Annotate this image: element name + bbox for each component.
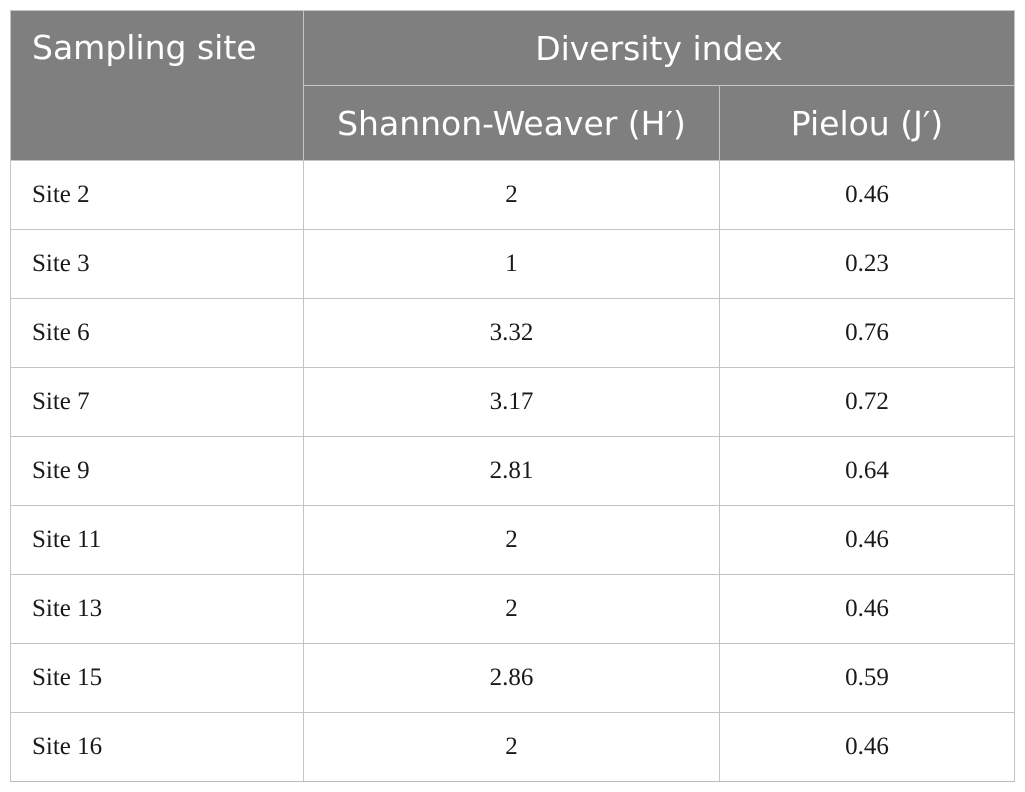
site-cell: Site 16 — [10, 712, 304, 782]
pielou-cell: 0.46 — [719, 574, 1015, 644]
shannon-cell: 2 — [303, 712, 720, 782]
site-cell: Site 7 — [10, 367, 304, 437]
table-row: Site 11 2 0.46 — [10, 505, 1015, 575]
shannon-cell: 2 — [303, 574, 720, 644]
table-row: Site 9 2.81 0.64 — [10, 436, 1015, 506]
shannon-cell: 1 — [303, 229, 720, 299]
shannon-cell: 2.86 — [303, 643, 720, 713]
shannon-cell: 3.17 — [303, 367, 720, 437]
pielou-cell: 0.46 — [719, 160, 1015, 230]
shannon-cell: 2 — [303, 505, 720, 575]
table-row: Site 16 2 0.46 — [10, 712, 1015, 782]
header-sampling-site: Sampling site — [10, 10, 304, 161]
header-shannon-weaver: Shannon-Weaver (H′) — [303, 85, 720, 161]
pielou-cell: 0.64 — [719, 436, 1015, 506]
shannon-cell: 3.32 — [303, 298, 720, 368]
diversity-table-container: Sampling site Diversity index Shannon-We… — [10, 10, 1015, 782]
header-row-sub: Shannon-Weaver (H′) Pielou (J′) — [11, 85, 1015, 161]
header-diversity-index: Diversity index — [303, 10, 1015, 86]
pielou-cell: 0.72 — [719, 367, 1015, 437]
table-row: Site 15 2.86 0.59 — [10, 643, 1015, 713]
pielou-cell: 0.59 — [719, 643, 1015, 713]
pielou-cell: 0.46 — [719, 505, 1015, 575]
site-cell: Site 9 — [10, 436, 304, 506]
header-row-top: Sampling site Diversity index — [10, 10, 1015, 161]
site-cell: Site 11 — [10, 505, 304, 575]
header-pielou: Pielou (J′) — [719, 85, 1015, 161]
table-row: Site 2 2 0.46 — [10, 160, 1015, 230]
table-row: Site 3 1 0.23 — [10, 229, 1015, 299]
table-body: Site 2 2 0.46 Site 3 1 0.23 Site 6 3.32 … — [10, 160, 1015, 782]
shannon-cell: 2.81 — [303, 436, 720, 506]
shannon-cell: 2 — [303, 160, 720, 230]
site-cell: Site 3 — [10, 229, 304, 299]
pielou-cell: 0.46 — [719, 712, 1015, 782]
table-header: Sampling site Diversity index Shannon-We… — [10, 10, 1015, 161]
site-cell: Site 2 — [10, 160, 304, 230]
site-cell: Site 6 — [10, 298, 304, 368]
table-row: Site 6 3.32 0.76 — [10, 298, 1015, 368]
diversity-index-table: Sampling site Diversity index Shannon-We… — [10, 10, 1015, 782]
pielou-cell: 0.76 — [719, 298, 1015, 368]
site-cell: Site 15 — [10, 643, 304, 713]
site-cell: Site 13 — [10, 574, 304, 644]
table-row: Site 13 2 0.46 — [10, 574, 1015, 644]
table-row: Site 7 3.17 0.72 — [10, 367, 1015, 437]
pielou-cell: 0.23 — [719, 229, 1015, 299]
